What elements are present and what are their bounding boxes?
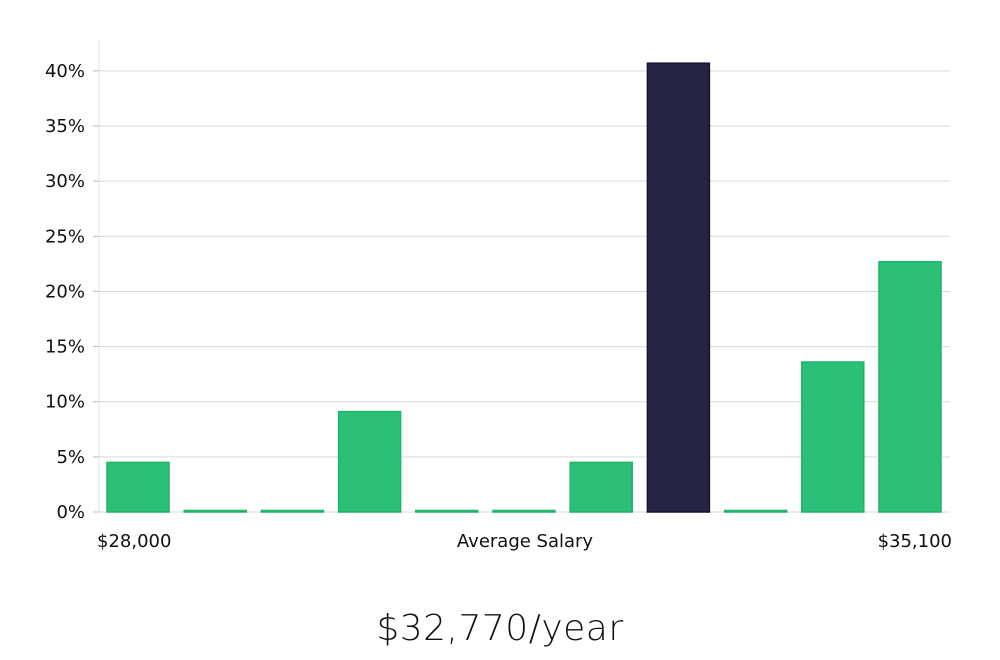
bar: [260, 509, 325, 513]
y-tick-label: 0%: [56, 502, 85, 523]
bar: [415, 509, 479, 513]
bar: [723, 509, 788, 513]
y-tick-label: 15%: [45, 337, 85, 358]
bar: [569, 461, 633, 513]
y-axis-ticks: 0% 5% 10% 15% 20% 25% 30% 35% 40%: [45, 61, 99, 523]
bar: [183, 509, 247, 513]
x-axis-title: Average Salary: [457, 531, 594, 552]
bar-highlighted: [646, 62, 711, 513]
average-salary-value: $32,770/year: [376, 608, 624, 649]
bar: [337, 410, 402, 513]
y-tick-label: 30%: [45, 171, 85, 192]
y-tick-label: 5%: [56, 447, 85, 468]
x-max-label: $35,100: [878, 531, 952, 552]
y-tick-label: 20%: [45, 281, 85, 302]
bar: [801, 361, 865, 513]
y-tick-label: 40%: [45, 61, 85, 82]
bar: [492, 509, 556, 513]
gridlines: [99, 70, 950, 513]
bar: [878, 260, 942, 513]
y-tick-label: 35%: [45, 116, 85, 137]
x-min-label: $28,000: [97, 531, 171, 552]
bars: [106, 62, 942, 513]
bar: [106, 461, 170, 513]
y-tick-label: 25%: [45, 226, 85, 247]
salary-distribution-chart: 0% 5% 10% 15% 20% 25% 30% 35% 40% $28,000 Averag…: [45, 40, 952, 552]
y-tick-label: 10%: [45, 392, 85, 413]
